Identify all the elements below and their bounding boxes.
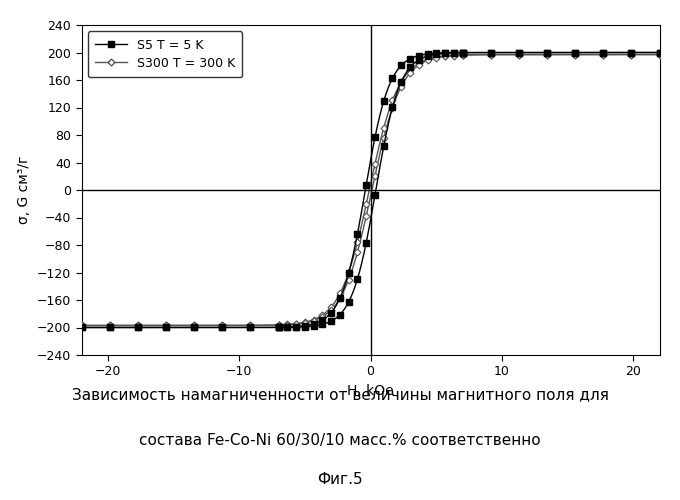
X-axis label: H, kOe: H, kOe [347, 384, 394, 398]
Y-axis label: σ, G см³/г: σ, G см³/г [17, 156, 31, 224]
Legend: S5 T = 5 K, S300 T = 300 K: S5 T = 5 K, S300 T = 300 K [88, 31, 242, 77]
Text: Фиг.5: Фиг.5 [317, 472, 363, 488]
Text: Зависимость намагниченности от величины магнитного поля для: Зависимость намагниченности от величины … [71, 388, 609, 402]
Text: состава Fe-Co-Ni 60/30/10 масс.% соответственно: состава Fe-Co-Ni 60/30/10 масс.% соответ… [139, 432, 541, 448]
